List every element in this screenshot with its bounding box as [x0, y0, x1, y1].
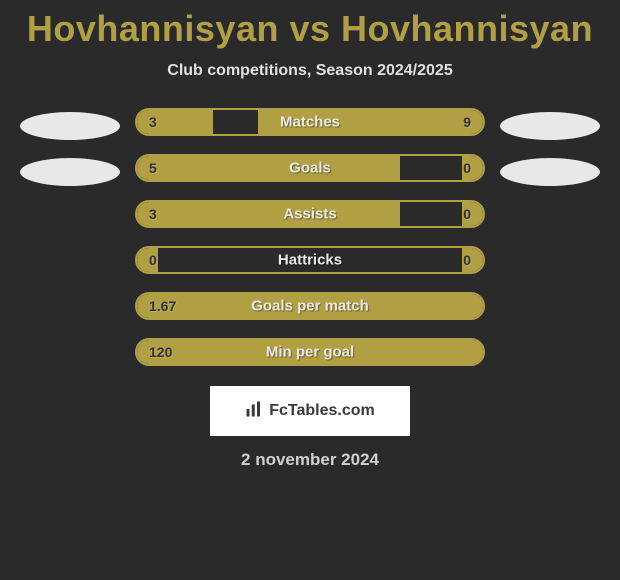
player-avatar-right-2: [500, 158, 600, 186]
stat-row: 3 9 Matches: [135, 108, 485, 136]
stat-value-right: 0: [463, 252, 471, 268]
page-title: Hovhannisyan vs Hovhannisyan: [0, 8, 620, 50]
stat-row: 0 0 Hattricks: [135, 246, 485, 274]
stat-row: 5 0 Goals: [135, 154, 485, 182]
stat-value-right: 9: [463, 114, 471, 130]
right-avatar-col: [495, 108, 605, 186]
stat-row: 1.67 Goals per match: [135, 292, 485, 320]
stat-bar-left: [137, 156, 400, 180]
stat-label: Hattricks: [278, 252, 342, 269]
left-avatar-col: [15, 108, 125, 186]
stat-value-right: 0: [463, 206, 471, 222]
stat-label: Goals: [289, 160, 331, 177]
player-avatar-right-1: [500, 112, 600, 140]
player-avatar-left-1: [20, 112, 120, 140]
stat-bars: 3 9 Matches 5 0 Goals 3 0 Assists 0 0 Hattricks 1.67…: [135, 108, 485, 366]
content-row: 3 9 Matches 5 0 Goals 3 0 Assists 0 0 Hattricks 1.67…: [0, 108, 620, 366]
stat-label: Assists: [283, 206, 336, 223]
footer-brand-text: FcTables.com: [269, 402, 375, 420]
stat-row: 3 0 Assists: [135, 200, 485, 228]
stat-label: Matches: [280, 114, 340, 131]
comparison-infographic: Hovhannisyan vs Hovhannisyan Club compet…: [0, 0, 620, 470]
stat-value-left: 0: [149, 252, 157, 268]
stat-value-left: 3: [149, 206, 157, 222]
stat-value-left: 5: [149, 160, 157, 176]
subtitle: Club competitions, Season 2024/2025: [0, 62, 620, 80]
stat-label: Goals per match: [251, 298, 369, 315]
stat-value-left: 3: [149, 114, 157, 130]
player-avatar-left-2: [20, 158, 120, 186]
stat-row: 120 Min per goal: [135, 338, 485, 366]
stat-value-right: 0: [463, 160, 471, 176]
stat-value-left: 120: [149, 344, 172, 360]
footer-date: 2 november 2024: [0, 450, 620, 470]
stat-bar-left: [137, 202, 400, 226]
stat-value-left: 1.67: [149, 298, 176, 314]
chart-icon: [245, 400, 263, 423]
footer-brand-box: FcTables.com: [210, 386, 410, 436]
stat-label: Min per goal: [266, 344, 354, 361]
